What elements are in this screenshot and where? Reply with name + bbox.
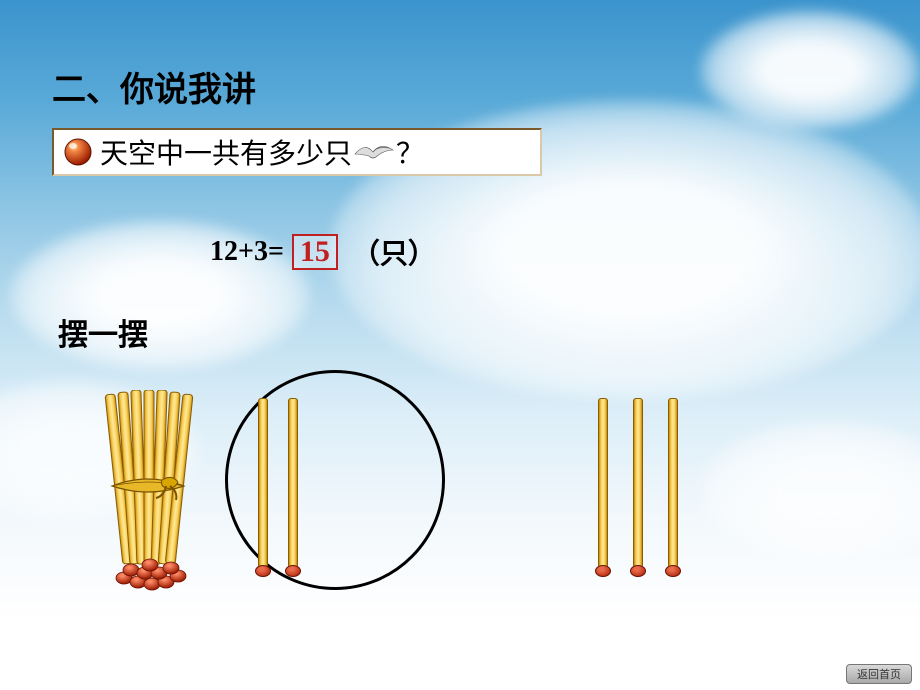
back-home-button[interactable]: 返回首页: [846, 664, 912, 684]
question-suffix: ？: [396, 132, 424, 172]
equation-unit: （只）: [352, 232, 436, 272]
counting-stick: [630, 398, 646, 573]
counting-stick: [255, 398, 271, 573]
stick-bundle: [100, 390, 195, 600]
bullet-ball-icon: [62, 136, 94, 168]
seagull-icon: [352, 140, 396, 164]
equation-lhs: 12+3=: [210, 236, 284, 268]
sticks-diagram: [100, 390, 820, 610]
cloud: [700, 10, 920, 130]
sub-heading: 摆一摆: [58, 310, 148, 354]
equation-answer: 15: [292, 234, 338, 270]
question-prefix: 天空中一共有多少只: [100, 132, 352, 172]
section-heading: 二、你说我讲: [52, 62, 256, 111]
counting-stick: [285, 398, 301, 573]
question-box: 天空中一共有多少只 ？: [52, 128, 542, 176]
back-home-label: 返回首页: [857, 666, 901, 682]
question-text: 天空中一共有多少只 ？: [100, 132, 424, 172]
counting-stick: [665, 398, 681, 573]
equation: 12+3= 15 （只）: [210, 232, 436, 272]
counting-stick: [595, 398, 611, 573]
